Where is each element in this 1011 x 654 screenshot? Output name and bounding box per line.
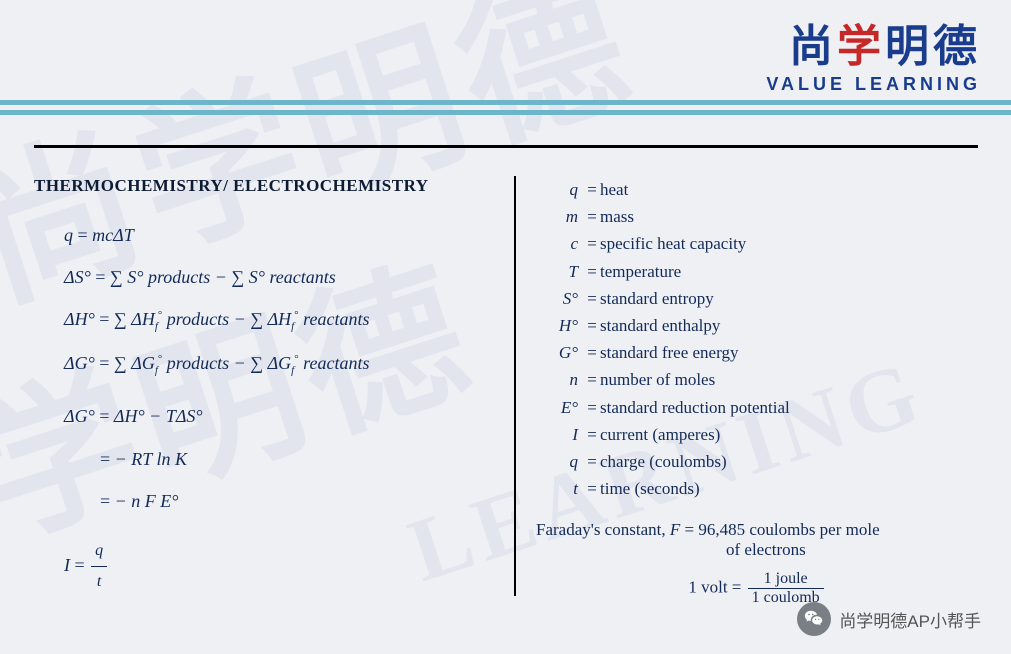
formula-rtlnk: = − RT ln K [100,442,494,476]
definition-row: q=heat [536,176,978,203]
thick-rule [34,145,978,148]
definitions-list: q=heatm=massc=specific heat capacityT=te… [536,176,978,502]
wechat-badge: 尚学明德AP小帮手 [797,602,981,636]
definition-row: t=time (seconds) [536,475,978,502]
definition-row: S°=standard entropy [536,285,978,312]
right-column: q=heatm=massc=specific heat capacityT=te… [516,176,978,596]
faraday-line2: of electrons [726,540,978,560]
formula-current: I = qt [64,536,494,598]
left-column: THERMOCHEMISTRY/ ELECTROCHEMISTRY q = mc… [34,176,514,596]
header-divider [0,100,1011,116]
definition-row: n=number of moles [536,366,978,393]
definition-row: H°=standard enthalpy [536,312,978,339]
definition-row: E°=standard reduction potential [536,394,978,421]
definition-row: G°=standard free energy [536,339,978,366]
formula-deltaS: ΔS° = ∑ S° products − ∑ S° reactants [64,260,494,294]
definition-row: c=specific heat capacity [536,230,978,257]
formula-gibbs: ΔG° = ΔH° − TΔS° [64,399,494,433]
faraday-constant: Faraday's constant, F = 96,485 coulombs … [536,520,978,560]
brand-cn-3: 明德 [885,22,981,71]
section-title: THERMOCHEMISTRY/ ELECTROCHEMISTRY [34,176,494,196]
definition-row: q=charge (coulombs) [536,448,978,475]
formula-nfe: = − n F E° [100,484,494,518]
wechat-icon [797,602,831,636]
content-area: THERMOCHEMISTRY/ ELECTROCHEMISTRY q = mc… [34,145,978,625]
brand-cn: 尚学明德 [766,10,981,74]
brand-cn-2: 学 [837,22,885,71]
definition-row: T=temperature [536,258,978,285]
brand-en: VALUE LEARNING [766,74,981,95]
formula-deltaG: ΔG° = ∑ ΔGf° products − ∑ ΔGf° reactants [64,346,494,381]
formula-q: q = mcΔT [64,218,494,252]
formula-deltaH: ΔH° = ∑ ΔHf° products − ∑ ΔHf° reactants [64,302,494,337]
definition-row: m=mass [536,203,978,230]
definition-row: I=current (amperes) [536,421,978,448]
wechat-text: 尚学明德AP小帮手 [839,607,981,632]
brand-header: 尚学明德 VALUE LEARNING [766,10,981,95]
brand-cn-1: 尚 [789,22,837,71]
